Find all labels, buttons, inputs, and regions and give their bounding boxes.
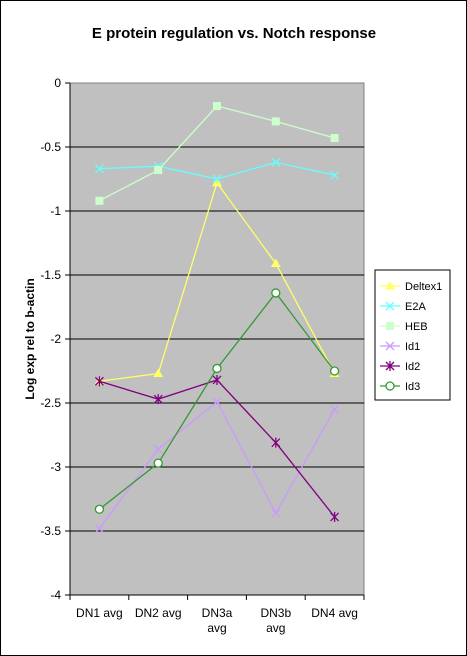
data-point: [330, 511, 340, 522]
data-point: [212, 397, 222, 407]
y-tick-label: -3: [50, 460, 61, 474]
chart-title: E protein regulation vs. Notch response: [92, 25, 376, 42]
data-point: [153, 458, 163, 468]
y-tick-label: -3.5: [40, 524, 61, 538]
legend-item-id1: Id1: [380, 341, 420, 353]
legend-item-deltex1: Deltex1: [380, 280, 442, 293]
data-series: [94, 102, 340, 533]
series-id2: [94, 374, 340, 522]
legend-marker: [385, 361, 395, 371]
data-point: [270, 258, 281, 267]
data-point: [329, 366, 340, 376]
data-point: [330, 170, 340, 180]
legend-marker: [386, 322, 394, 330]
y-tick-label: -2: [50, 332, 61, 346]
y-axis: 0 -0.5 -1 -1.5 -2 -2.5 -3 -3.5 -4: [40, 76, 71, 602]
series-e2a: [94, 157, 340, 184]
x-axis: DN1 avg DN2 avg DN3a avg DN3b avg DN4 avg: [69, 594, 365, 635]
data-point: [271, 117, 280, 126]
y-tick-label: -0.5: [40, 140, 61, 154]
data-point: [271, 288, 281, 298]
data-point: [212, 174, 222, 184]
y-tick-label: -1.5: [40, 268, 61, 282]
data-point: [153, 368, 164, 378]
data-point: [154, 166, 163, 175]
legend-item-id3: Id3: [380, 381, 420, 393]
legend-label: Id2: [405, 361, 420, 373]
x-tick-label: DN4 avg: [311, 606, 358, 620]
legend-marker: [385, 341, 395, 351]
data-point: [212, 374, 222, 385]
y-axis-label: Log exp rel to b-actin: [23, 278, 37, 399]
data-point: [95, 196, 104, 205]
x-tick-label: DN3b avg: [260, 606, 291, 635]
data-point: [212, 363, 222, 374]
x-tick-label: DN3a avg: [202, 606, 233, 635]
legend-label: Id3: [405, 381, 420, 393]
y-tick-label: 0: [54, 76, 61, 90]
legend: Deltex1 E2A HEB Id1 Id2 Id3: [374, 269, 451, 401]
y-tick-label: -2.5: [40, 396, 61, 410]
y-tick-label: -1: [50, 204, 61, 218]
data-point: [94, 504, 105, 514]
data-point: [153, 394, 163, 405]
legend-marker: [385, 280, 395, 290]
legend-label: E2A: [405, 301, 426, 313]
data-point: [330, 134, 339, 143]
data-point: [94, 376, 104, 387]
legend-label: HEB: [405, 321, 428, 333]
data-point: [271, 157, 281, 167]
data-point: [271, 508, 281, 518]
data-point: [212, 177, 222, 187]
data-point: [94, 523, 104, 533]
legend-label: Deltex1: [405, 281, 442, 293]
legend-marker: [385, 381, 395, 391]
series-id1: [94, 397, 340, 533]
x-tick-label: DN2 avg: [135, 606, 182, 620]
legend-marker: [385, 301, 395, 311]
legend-item-e2a: E2A: [380, 301, 426, 313]
data-point: [213, 102, 221, 111]
data-point: [330, 404, 340, 414]
data-point: [94, 164, 104, 174]
data-point: [153, 444, 163, 454]
legend-label: Id1: [405, 341, 420, 353]
data-point: [271, 437, 281, 448]
series-heb: [95, 102, 339, 205]
legend-box: [374, 269, 451, 401]
x-tick-label: DN1 avg: [76, 606, 123, 620]
legend-item-heb: HEB: [380, 321, 428, 333]
y-tick-label: -4: [50, 588, 61, 602]
series-id3: [94, 288, 340, 514]
legend-item-id2: Id2: [380, 361, 420, 373]
